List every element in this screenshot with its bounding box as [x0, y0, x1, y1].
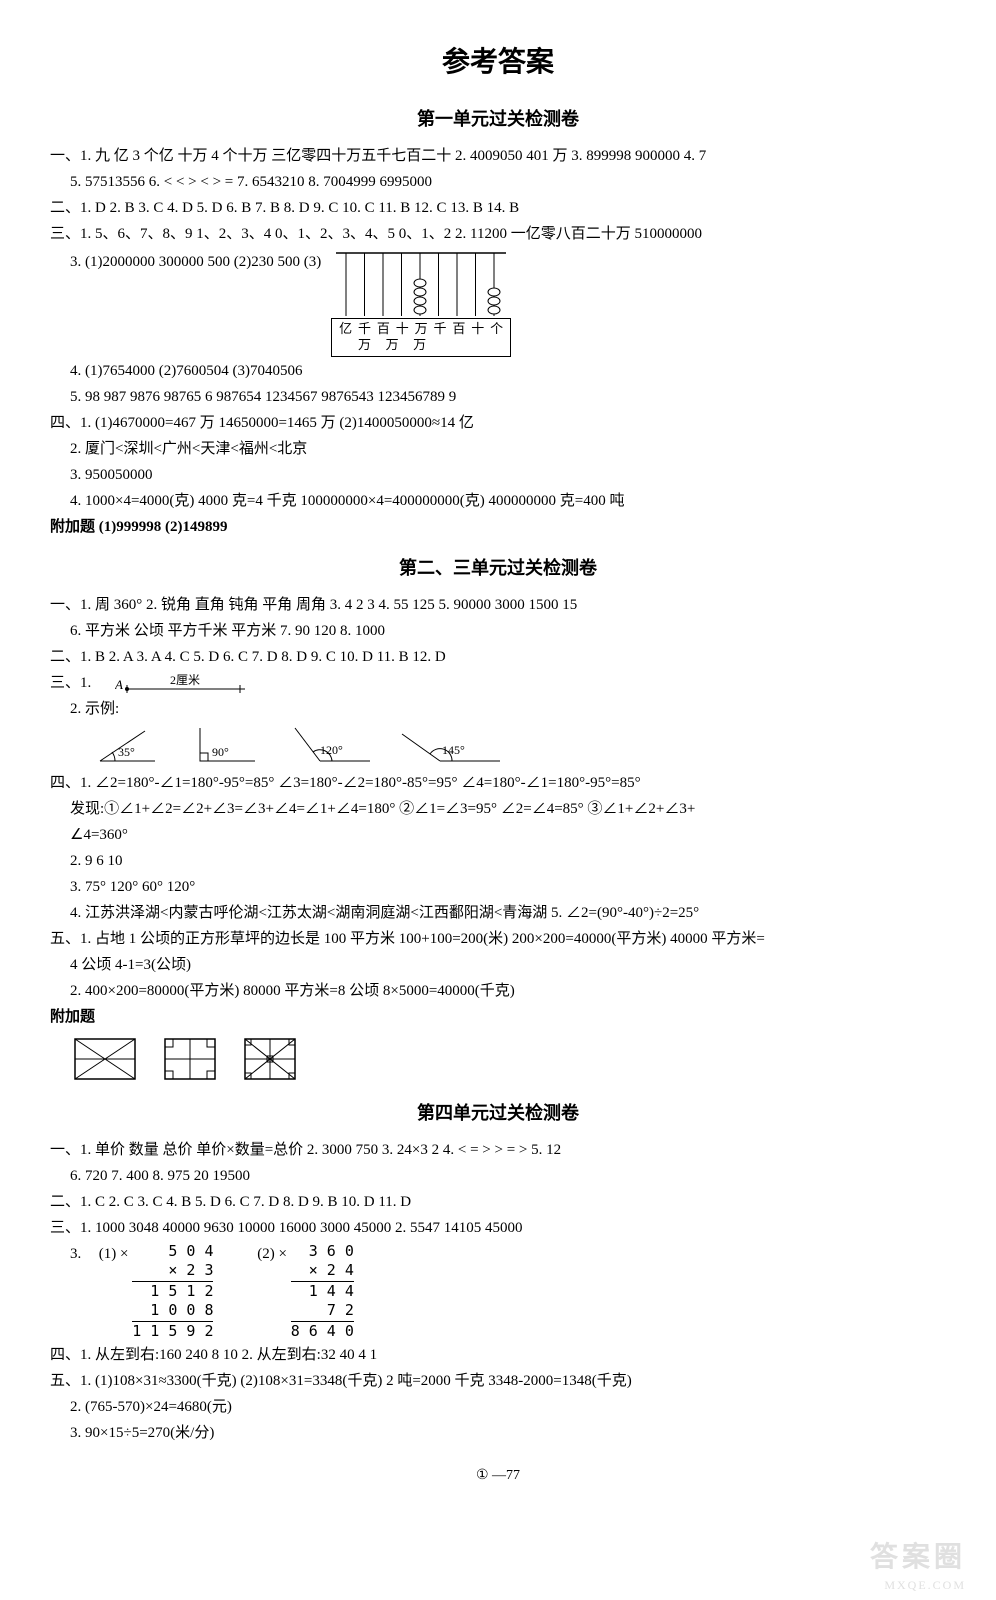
section-title-3: 第四单元过关检测卷 [50, 1099, 946, 1128]
text-line: 3. 75° 120° 60° 120° [50, 875, 946, 899]
text-line: 6. 720 7. 400 8. 975 20 19500 [50, 1164, 946, 1188]
text-line: 4. (1)7654000 (2)7600504 (3)7040506 [50, 359, 946, 383]
text-line: 四、1. (1)4670000=467 万 14650000=1465 万 (2… [50, 411, 946, 435]
abacus-label: 百 [377, 321, 390, 338]
text-line: 附加题 (1)999998 (2)149899 [50, 515, 946, 539]
angle-diagrams: 35° 90° 120° 145° [90, 726, 946, 766]
text-line: 2. 厦门<深圳<广州<天津<福州<北京 [50, 437, 946, 461]
text-line: 二、1. C 2. C 3. C 4. B 5. D 6. C 7. D 8. … [50, 1190, 946, 1214]
text-line: 2. 400×200=80000(平方米) 80000 平方米=8 公顷 8×5… [50, 979, 946, 1003]
abacus-label: 亿 [339, 321, 352, 338]
text-line: 6. 平方米 公顷 平方千米 平方米 7. 90 120 8. 1000 [50, 619, 946, 643]
shapes-diagrams [70, 1034, 946, 1084]
calc-row: 1 4 4 [291, 1282, 354, 1302]
calc-row: 5 0 4 [132, 1242, 213, 1262]
abacus-diagram: 亿 千 百 十 万 千 百 十 个 万 万 万 [331, 248, 511, 358]
bonus-label: 附加题 [50, 1009, 95, 1025]
text-line: 附加题 [50, 1005, 946, 1029]
text-line: 二、1. B 2. A 3. A 4. C 5. D 6. C 7. D 8. … [50, 645, 946, 669]
text-line: 2. (765-570)×24=4680(元) [50, 1395, 946, 1419]
calc-row: 3 6 0 [291, 1242, 354, 1262]
calc-row: 7 2 [291, 1301, 354, 1322]
calc-row: 8 6 4 0 [291, 1322, 354, 1342]
abacus-label: 十 [471, 321, 484, 338]
page-number: 77 [506, 1468, 520, 1483]
text-line: 5. 98 987 9876 98765 6 987654 1234567 98… [50, 385, 946, 409]
text-line: 三、1. 5、6、7、8、9 1、2、3、4 0、1、2、3、4、5 0、1、2… [50, 222, 946, 246]
svg-text:35°: 35° [118, 745, 135, 759]
text-line: 发现:①∠1+∠2=∠2+∠3=∠3+∠4=∠1+∠4=180° ②∠1=∠3=… [50, 797, 946, 821]
abacus-label: 个 [490, 321, 503, 338]
text-line: 5. 57513556 6. < < > < > = 7. 6543210 8.… [50, 170, 946, 194]
text-line: 3. 90×15÷5=270(米/分) [50, 1421, 946, 1445]
text-line: 一、1. 周 360° 2. 锐角 直角 钝角 平角 周角 3. 4 2 3 4… [50, 593, 946, 617]
abacus-label: 十 [396, 321, 409, 338]
item-prefix: 三、1. [50, 675, 95, 691]
calc-row: × 2 3 [132, 1261, 213, 1282]
text-line: 三、1. A 2厘米 [50, 671, 946, 695]
text-line: 四、1. ∠2=180°-∠1=180°-95°=85° ∠3=180°-∠2=… [50, 771, 946, 795]
text-line: 4. 江苏洪泽湖<内蒙古呼伦湖<江苏太湖<湖南洞庭湖<江西鄱阳湖<青海湖 5. … [50, 901, 946, 925]
text-line: 4 公顷 4-1=3(公顷) [50, 953, 946, 977]
svg-text:145°: 145° [442, 743, 465, 757]
calc-row: 3. (1) × 5 0 4 × 2 3 1 5 1 2 1 0 0 8 1 1… [50, 1242, 946, 1342]
abacus-label: 万 [358, 337, 371, 354]
text-line: 二、1. D 2. B 3. C 4. D 5. D 6. B 7. B 8. … [50, 196, 946, 220]
bonus-label: 附加题 (1)999998 (2)149899 [50, 519, 227, 535]
svg-text:120°: 120° [320, 743, 343, 757]
page-footer: ① —77 [50, 1465, 946, 1487]
abacus-label: 万 [413, 337, 426, 354]
watermark: 答案圈 [870, 1535, 966, 1580]
calc-label: (1) × [99, 1246, 129, 1262]
calc-row: 1 5 1 2 [132, 1282, 213, 1302]
text-line: 五、1. 占地 1 公顷的正方形草坪的边长是 100 平方米 100+100=2… [50, 927, 946, 951]
main-title: 参考答案 [50, 40, 946, 85]
svg-text:A: A [115, 677, 123, 692]
text-line: 3. 950050000 [50, 463, 946, 487]
line-segment-diagram: A 2厘米 [115, 671, 255, 695]
calc-row: 1 0 0 8 [132, 1301, 213, 1322]
text-line: 五、1. (1)108×31≈3300(千克) (2)108×31=3348(千… [50, 1369, 946, 1393]
watermark-sub: MXQE.COM [884, 1576, 966, 1595]
text-line: ∠4=360° [50, 823, 946, 847]
calc-row: × 2 4 [291, 1261, 354, 1282]
item-prefix: 3. [70, 1246, 85, 1262]
abacus-bot-row: 万 万 万 [336, 337, 506, 354]
text-line: 三、1. 1000 3048 40000 9630 10000 16000 30… [50, 1216, 946, 1240]
abacus-label: 万 [415, 321, 428, 338]
page-prefix: ① [476, 1468, 489, 1483]
section-title-2: 第二、三单元过关检测卷 [50, 554, 946, 583]
abacus-label: 万 [386, 337, 399, 354]
text-line: 4. 1000×4=4000(克) 4000 克=4 千克 100000000×… [50, 489, 946, 513]
svg-text:90°: 90° [212, 745, 229, 759]
abacus-top-row: 亿 千 百 十 万 千 百 十 个 [336, 321, 506, 338]
segment-label: 2厘米 [170, 674, 200, 687]
abacus-label: 千 [358, 321, 371, 338]
text-line: 2. 示例: [50, 697, 946, 721]
text-line: 3. (1)2000000 300000 500 (2)230 500 (3) [50, 250, 321, 274]
text-line: 一、1. 九 亿 3 个亿 十万 4 个十万 三亿零四十万五千七百二十 2. 4… [50, 144, 946, 168]
calc-row: 1 1 5 9 2 [132, 1322, 213, 1342]
calc-label: (2) × [257, 1246, 287, 1262]
section-title-1: 第一单元过关检测卷 [50, 105, 946, 134]
text-line: 2. 9 6 10 [50, 849, 946, 873]
vertical-multiplication-1: 5 0 4 × 2 3 1 5 1 2 1 0 0 8 1 1 5 9 2 [132, 1242, 213, 1342]
text-line: 一、1. 单价 数量 总价 单价×数量=总价 2. 3000 750 3. 24… [50, 1138, 946, 1162]
abacus-label: 千 [434, 321, 447, 338]
vertical-multiplication-2: 3 6 0 × 2 4 1 4 4 7 2 8 6 4 0 [291, 1242, 354, 1342]
text-line: 四、1. 从左到右:160 240 8 10 2. 从左到右:32 40 4 1 [50, 1343, 946, 1367]
abacus-label: 百 [452, 321, 465, 338]
